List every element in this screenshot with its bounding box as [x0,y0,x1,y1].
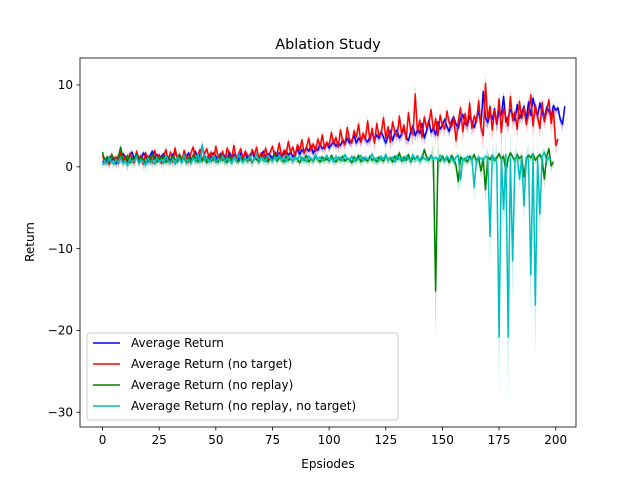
x-axis-label: Epsiodes [301,457,354,471]
x-tick-label: 150 [431,433,454,447]
y-axis-label: Return [23,222,37,262]
legend-label-0: Average Return [131,336,224,350]
y-tick-label: −30 [48,405,73,419]
x-tick-label: 25 [152,433,167,447]
legend-label-2: Average Return (no replay) [131,378,293,392]
y-tick-label: −20 [48,324,73,338]
legend-box [86,332,399,421]
x-tick-label: 75 [265,433,280,447]
y-axis-ticks: −30 −20 −10 0 10 [48,78,80,419]
x-tick-label: 0 [99,433,107,447]
series-band-2 [102,142,554,342]
chart-title: Ablation Study [275,37,381,53]
legend-label-3: Average Return (no replay, no target) [131,399,356,413]
x-tick-label: 100 [318,433,341,447]
y-tick-label: 0 [65,160,73,174]
legend: Average Return Average Return (no target)… [86,332,399,421]
series-lines [101,82,566,338]
plot-area [101,72,566,405]
x-axis-ticks: 0 25 50 75 100 125 150 175 200 [99,427,567,447]
x-tick-label: 175 [488,433,511,447]
x-tick-label: 200 [544,433,567,447]
y-tick-label: 10 [58,78,73,92]
series-line-3 [101,143,552,338]
legend-label-1: Average Return (no target) [131,357,292,371]
y-tick-label: −10 [48,242,73,256]
x-tick-label: 125 [374,433,397,447]
axes-frame [79,57,577,428]
x-tick-label: 50 [208,433,223,447]
